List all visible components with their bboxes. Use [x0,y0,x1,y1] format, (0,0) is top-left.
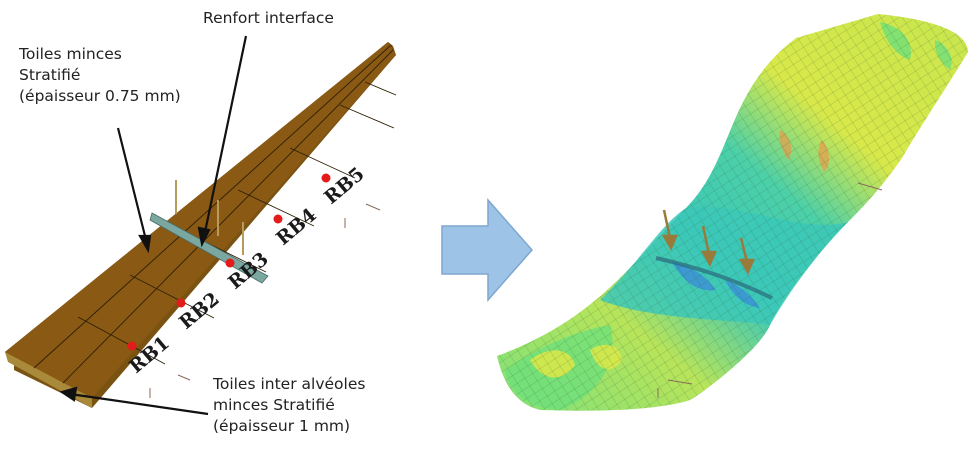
leader-arrows [59,35,248,416]
interface-reinforcement [149,212,269,284]
rb5-point [321,173,331,183]
annotation-inter-cell-line3: (épaisseur 1 mm) [213,417,351,435]
panel-top-face [5,42,396,398]
rb2-point [176,298,186,308]
annotation-inter-cell-plies: Toiles inter alvéoles minces Stratifié (… [213,374,365,437]
annotation-interface-reinforcement: Renfort interface [203,9,334,27]
rb3-point [225,258,235,268]
panel-grid [33,45,397,384]
fem-interface-line [655,256,773,300]
leader-top-center [203,35,248,233]
rb4-point [273,214,283,224]
right-arrow-icon [441,198,533,302]
annotation-inter-cell-line2: minces Stratifié [213,396,335,414]
annotation-inter-cell-line1: Toiles inter alvéoles [213,375,366,393]
annotation-thin-plies-line2: Stratifié [19,66,81,84]
deformed-fem-panel [497,14,968,411]
rb1-point [127,341,137,351]
support-markers [149,203,381,398]
annotation-thin-plies-line3: (épaisseur 0.75 mm) [19,87,181,105]
rb4-label: RB4 [272,204,321,250]
load-pins [175,180,244,255]
annotation-thin-plies: Toiles minces Stratifié (épaisseur 0.75 … [19,44,181,107]
fem-support-markers [657,182,883,398]
annotation-thin-plies-line1: Toiles minces [19,45,122,63]
rb5-label: RB5 [320,163,369,209]
fem-load-arrows [661,209,755,275]
leader-top-left [116,127,148,241]
leader-bottom [69,392,209,416]
fem-mesh [497,14,968,411]
